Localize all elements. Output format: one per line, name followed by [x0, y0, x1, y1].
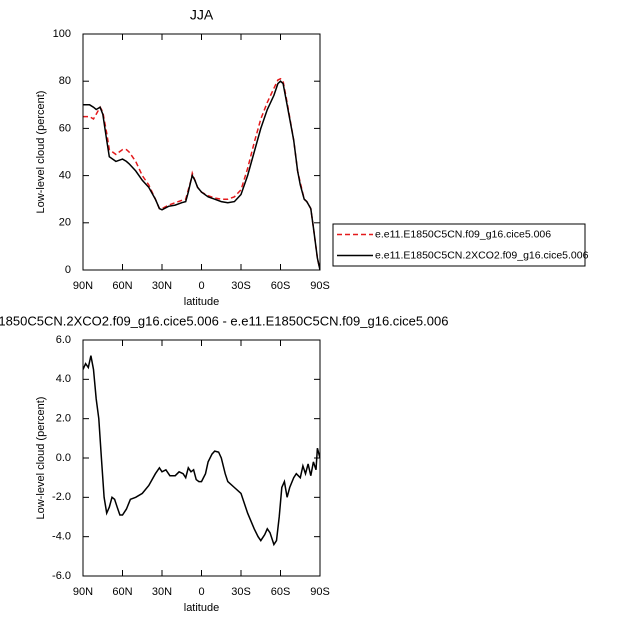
y-tick-label: -4.0 — [52, 531, 71, 543]
x-tick-label: 90N — [73, 586, 93, 598]
y-tick-label: 0 — [65, 264, 71, 276]
x-tick-label: 60N — [112, 586, 132, 598]
x-tick-label: 90S — [310, 280, 330, 292]
x-tick-label: 90N — [73, 280, 93, 292]
line-series — [83, 77, 320, 270]
y-tick-label: 80 — [59, 75, 71, 87]
x-tick-label: 30S — [231, 586, 251, 598]
line-series — [83, 80, 320, 270]
plot-frame — [82, 33, 321, 271]
y-tick-label: -2.0 — [52, 491, 71, 503]
x-tick-label: 30N — [152, 280, 172, 292]
x-tick-label: 0 — [198, 280, 204, 292]
legend-label: e.e11.E1850C5CN.f09_g16.cice5.006 — [375, 228, 551, 240]
legend-label: e.e11.E1850C5CN.2XCO2.f09_g16.cice5.006 — [375, 249, 589, 261]
line-series — [83, 355, 320, 547]
panel: e.e11.E1850C5CN.2XCO2.f09_g16.cice5.006 … — [0, 313, 448, 613]
chart-title: e.e11.E1850C5CN.2XCO2.f09_g16.cice5.006 … — [0, 313, 448, 328]
x-axis-label: latitude — [184, 296, 219, 308]
y-axis-label: Low-level cloud (percent) — [35, 397, 47, 520]
plot-frame — [82, 339, 321, 577]
y-axis-label: Low-level cloud (percent) — [35, 91, 47, 214]
legend-box — [332, 223, 586, 267]
y-tick-label: 40 — [59, 170, 71, 182]
x-tick-label: 0 — [198, 586, 204, 598]
x-axis-label: latitude — [184, 602, 219, 614]
y-tick-label: -6.0 — [52, 570, 71, 582]
y-tick-label: 100 — [53, 28, 71, 40]
x-tick-label: 30S — [231, 280, 251, 292]
y-tick-label: 6.0 — [56, 334, 71, 346]
y-tick-label: 4.0 — [56, 373, 71, 385]
panel: JJA latitude Low-level cloud (percent) 90N 6… — [35, 7, 589, 308]
x-tick-label: 60S — [271, 280, 291, 292]
chart-title: JJA — [190, 7, 214, 23]
y-tick-label: 20 — [59, 217, 71, 229]
y-tick-label: 60 — [59, 122, 71, 134]
x-tick-label: 60S — [271, 586, 291, 598]
x-tick-label: 60N — [112, 280, 132, 292]
x-tick-label: 30N — [152, 586, 172, 598]
x-tick-label: 90S — [310, 586, 330, 598]
y-tick-label: 0.0 — [56, 452, 71, 464]
y-tick-label: 2.0 — [56, 413, 71, 425]
